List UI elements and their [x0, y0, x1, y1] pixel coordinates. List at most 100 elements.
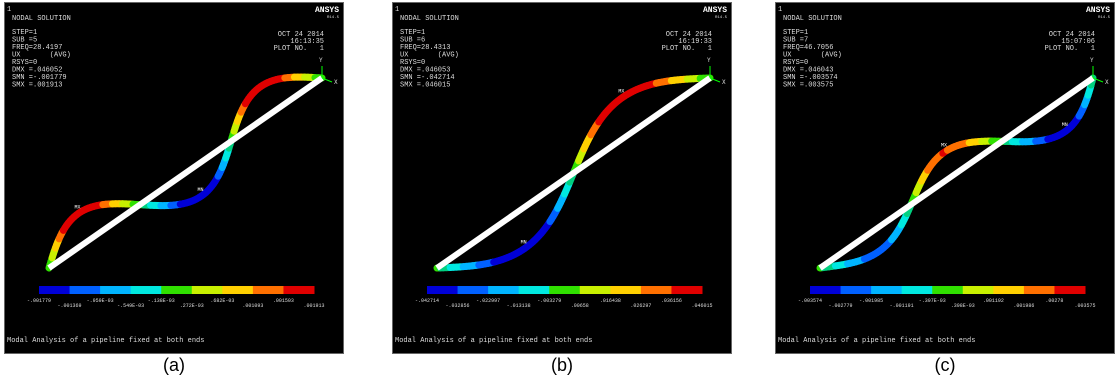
legend-swatch — [932, 286, 963, 294]
legend-swatch — [488, 286, 519, 294]
legend-swatch — [993, 286, 1024, 294]
legend-swatch — [549, 286, 580, 294]
legend-label: .272E-03 — [180, 303, 204, 309]
legend-label: -.001779 — [27, 298, 51, 304]
axis-y-label: Y — [707, 57, 711, 64]
legend-label: -.549E-03 — [117, 303, 144, 309]
legend-swatch — [519, 286, 550, 294]
legend-swatch — [192, 286, 223, 294]
info-line: SMX =.046015 — [400, 82, 450, 90]
legend-label: -.001191 — [890, 303, 914, 309]
header: NODAL SOLUTION — [400, 15, 459, 23]
info-line: SMX =.003575 — [783, 82, 833, 90]
plot-no: PLOT NO. 1 — [274, 45, 324, 53]
legend-label: -.022997 — [476, 298, 500, 304]
caption: (c) — [885, 355, 1005, 376]
legend-label: .001913 — [303, 303, 324, 309]
legend-label: .001192 — [983, 298, 1004, 304]
legend-label: -.002779 — [829, 303, 853, 309]
figure: 1NODAL SOLUTIONSTEP=1SUB =5FREQ=28.4197U… — [0, 0, 1115, 377]
caption: (a) — [114, 355, 234, 376]
legend-swatch — [841, 286, 872, 294]
legend-label: .026297 — [630, 303, 651, 309]
legend-swatch — [963, 286, 994, 294]
legend-label: -.397E-03 — [919, 298, 946, 304]
pipe-undeformed — [437, 78, 710, 268]
max-label: MX — [618, 89, 624, 95]
legend-swatch — [871, 286, 902, 294]
legend-label: -.003574 — [798, 298, 822, 304]
legend-swatch — [222, 286, 253, 294]
info-line: SMX =.001913 — [12, 82, 62, 90]
ansys-panel: 1NODAL SOLUTIONSTEP=1SUB =6FREQ=28.4313U… — [392, 2, 732, 354]
pipe-undeformed — [820, 78, 1093, 268]
legend-label: .682E-03 — [210, 298, 234, 304]
legend-swatch — [610, 286, 641, 294]
legend-swatch — [100, 286, 131, 294]
footer: Modal Analysis of a pipeline fixed at bo… — [395, 337, 592, 345]
ansys-panel: 1NODAL SOLUTIONSTEP=1SUB =5FREQ=28.4197U… — [4, 2, 344, 354]
min-label: MN — [1062, 122, 1068, 128]
legend-label: -.001985 — [859, 298, 883, 304]
logo: ANSYS — [315, 6, 339, 15]
min-label: MN — [521, 239, 527, 245]
footer: Modal Analysis of a pipeline fixed at bo… — [7, 337, 204, 345]
axis-x-label: X — [334, 79, 338, 86]
corner: 1 — [7, 6, 11, 14]
footer: Modal Analysis of a pipeline fixed at bo… — [778, 337, 975, 345]
legend-swatch — [580, 286, 611, 294]
corner: 1 — [778, 6, 782, 14]
legend-label: .398E-03 — [951, 303, 975, 309]
legend-swatch — [283, 286, 314, 294]
legend-label: .001503 — [273, 298, 294, 304]
legend-label: -.959E-03 — [87, 298, 114, 304]
legend-swatch — [131, 286, 162, 294]
legend-swatch — [810, 286, 841, 294]
legend-label: -.013138 — [507, 303, 531, 309]
version: R14.5 — [1098, 16, 1111, 20]
pipe-undeformed — [49, 78, 322, 268]
legend-label: .046015 — [691, 303, 712, 309]
legend-label: -.138E-03 — [148, 298, 175, 304]
legend-swatch — [1054, 286, 1085, 294]
legend-label: .00658 — [571, 303, 589, 309]
axis-x-label: X — [1105, 79, 1109, 86]
legend-swatch — [70, 286, 101, 294]
legend-swatch — [253, 286, 284, 294]
max-label: MX — [941, 143, 947, 149]
plot: 1NODAL SOLUTIONSTEP=1SUB =6FREQ=28.4313U… — [392, 2, 732, 354]
plot-no: PLOT NO. 1 — [1045, 45, 1095, 53]
legend-label: .016438 — [600, 298, 621, 304]
version: R14.5 — [327, 16, 340, 20]
plot-no: PLOT NO. 1 — [662, 45, 712, 53]
max-label: MX — [75, 204, 81, 210]
legend-swatch — [641, 286, 672, 294]
corner: 1 — [395, 6, 399, 14]
legend-label: -.032856 — [446, 303, 470, 309]
legend-label: .001093 — [242, 303, 263, 309]
axis-y-label: Y — [1090, 57, 1094, 64]
min-label: MN — [197, 187, 203, 193]
legend-label: .001986 — [1013, 303, 1034, 309]
axis-y-label: Y — [319, 57, 323, 64]
legend-label: -.003279 — [537, 298, 561, 304]
legend-swatch — [902, 286, 933, 294]
legend-swatch — [1024, 286, 1055, 294]
legend-label: .00278 — [1045, 298, 1063, 304]
legend-swatch — [458, 286, 489, 294]
legend-label: -.042714 — [415, 298, 439, 304]
legend-swatch — [39, 286, 70, 294]
legend-label: .003575 — [1074, 303, 1095, 309]
caption: (b) — [502, 355, 622, 376]
legend-swatch — [427, 286, 458, 294]
legend-swatch — [161, 286, 192, 294]
logo: ANSYS — [703, 6, 727, 15]
legend-swatch — [671, 286, 702, 294]
axis-x-label: X — [722, 79, 726, 86]
header: NODAL SOLUTION — [783, 15, 842, 23]
legend-label: -.001369 — [58, 303, 82, 309]
logo: ANSYS — [1086, 6, 1110, 15]
